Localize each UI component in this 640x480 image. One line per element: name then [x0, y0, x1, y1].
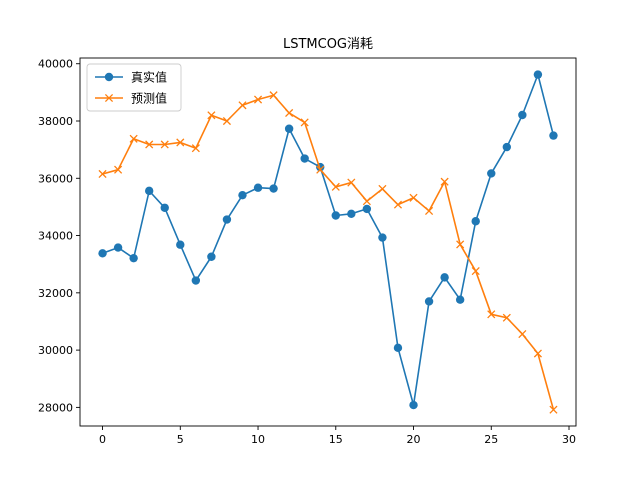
data-point-s0-25 [487, 169, 496, 178]
data-point-s1-21 [425, 206, 434, 215]
data-point-s0-2 [129, 253, 138, 263]
data-point-s1-25 [487, 310, 496, 319]
data-point-s1-9 [238, 101, 247, 110]
legend-label-1: 预测值 [131, 91, 167, 106]
data-point-s0-12 [284, 124, 294, 133]
legend-marker-1 [104, 93, 114, 103]
data-point-s1-13 [300, 118, 309, 127]
data-point-s1-5 [176, 138, 185, 147]
x-tick-label-5: 25 [484, 433, 498, 446]
data-point-s0-28 [533, 70, 543, 79]
data-point-s0-7 [207, 252, 216, 261]
data-point-s1-3 [145, 140, 154, 149]
data-point-s0-15 [331, 211, 340, 220]
data-point-s0-27 [518, 110, 527, 120]
data-point-s1-23 [456, 240, 465, 249]
data-point-s1-1 [114, 165, 123, 174]
data-point-s1-29 [549, 405, 558, 414]
data-point-s1-2 [129, 134, 138, 143]
data-point-s1-17 [362, 197, 371, 206]
y-tick-label-1: 30000 [38, 344, 73, 357]
data-point-s1-16 [347, 178, 356, 187]
x-tick-label-0: 0 [99, 433, 106, 446]
data-point-s0-13 [300, 154, 309, 163]
data-point-s0-21 [424, 297, 434, 306]
data-point-s0-22 [440, 273, 449, 282]
chart-title: LSTMCOG消耗 [283, 37, 373, 52]
data-point-s1-27 [518, 330, 527, 339]
y-tick-label-3: 34000 [38, 230, 73, 243]
data-point-s0-9 [238, 190, 247, 200]
data-point-s0-23 [455, 295, 465, 304]
data-point-s0-24 [471, 217, 480, 226]
data-point-s0-4 [160, 203, 169, 212]
data-point-s0-16 [347, 209, 356, 218]
x-tick-label-1: 5 [177, 433, 184, 446]
data-point-s1-18 [378, 184, 387, 193]
data-point-s0-17 [362, 204, 372, 214]
x-tick-label-6: 30 [562, 433, 576, 446]
x-tick-label-2: 10 [251, 433, 265, 446]
data-point-s1-11 [269, 91, 278, 100]
data-point-s1-0 [98, 169, 107, 179]
data-point-s1-4 [160, 140, 169, 149]
legend-label-0: 真实值 [131, 70, 167, 85]
data-point-s0-0 [98, 249, 107, 258]
data-point-s1-22 [440, 177, 449, 186]
data-point-s1-7 [207, 111, 216, 120]
legend-marker-0 [104, 72, 114, 82]
data-point-s0-11 [269, 184, 278, 193]
data-point-s0-3 [144, 186, 154, 196]
data-point-s0-8 [222, 215, 232, 224]
data-point-s1-8 [222, 116, 231, 126]
y-tick-label-4: 36000 [38, 172, 73, 185]
data-point-s0-20 [409, 400, 418, 410]
data-point-s0-1 [113, 243, 123, 252]
x-tick-label-4: 20 [407, 433, 421, 446]
data-point-s1-15 [331, 182, 340, 191]
y-tick-label-5: 38000 [38, 115, 73, 128]
data-point-s1-19 [393, 200, 403, 209]
x-tick-label-3: 15 [329, 433, 343, 446]
data-point-s1-26 [502, 313, 511, 322]
data-point-s0-18 [378, 233, 387, 242]
data-point-s1-14 [316, 165, 325, 174]
series-line-0 [102, 73, 555, 406]
y-tick-label-0: 28000 [38, 401, 73, 414]
plot-frame [79, 57, 577, 427]
data-point-s0-5 [176, 240, 185, 249]
data-point-s1-24 [471, 267, 480, 276]
data-point-s1-10 [253, 95, 263, 104]
data-point-s0-26 [502, 142, 512, 152]
data-point-s1-12 [285, 108, 294, 118]
data-point-s0-19 [393, 343, 403, 353]
data-point-s0-6 [191, 276, 201, 285]
data-point-s1-28 [533, 349, 542, 358]
data-point-s0-10 [253, 183, 263, 192]
series-layer [98, 70, 558, 414]
data-point-s0-29 [549, 131, 558, 140]
y-tick-label-6: 40000 [38, 58, 73, 71]
data-point-s1-20 [409, 193, 418, 202]
axes-layer: 0 5 10 15 20 25 30 28000 30000 32000 34000 36000 380… [38, 57, 577, 446]
data-point-s1-6 [191, 144, 200, 153]
y-tick-label-2: 32000 [38, 287, 73, 300]
series-line-1 [102, 94, 555, 410]
